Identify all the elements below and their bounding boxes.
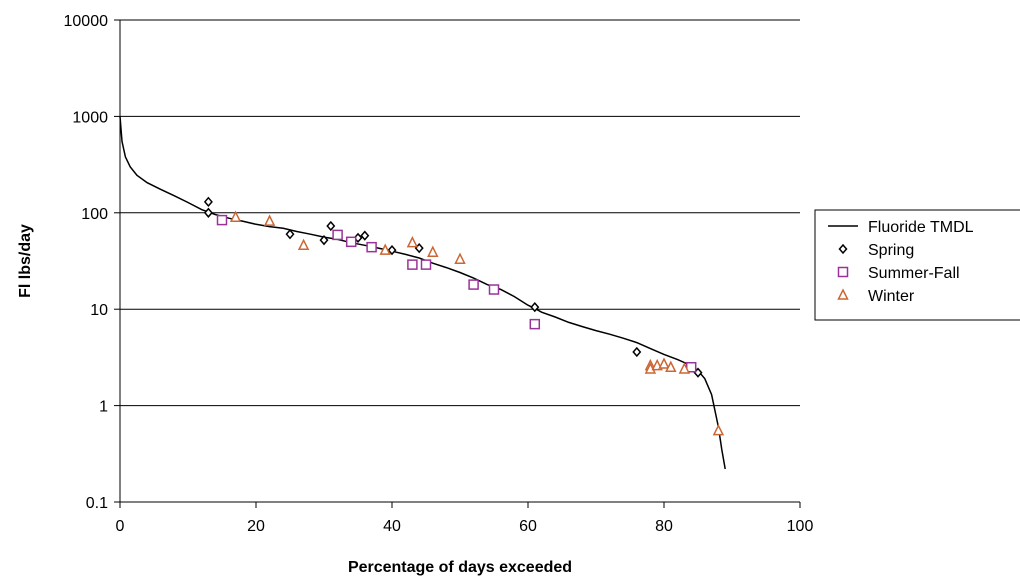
winter-point — [658, 357, 670, 369]
legend-item: Spring — [838, 242, 914, 259]
legend-label: Fluoride TMDL — [868, 219, 974, 236]
winter-point — [297, 238, 310, 251]
legend-swatch-triangle — [837, 288, 849, 300]
y-axis-title: Fl lbs/day — [17, 224, 34, 298]
x-tick-label: 40 — [383, 518, 401, 535]
winter-point — [454, 252, 466, 264]
summer-fall-point — [345, 236, 357, 248]
x-tick-label: 80 — [655, 518, 673, 535]
y-tick-label: 10 — [90, 302, 108, 319]
winter-point — [712, 423, 725, 436]
spring-point — [360, 230, 370, 241]
summer-fall-point — [529, 318, 541, 330]
legend: Fluoride TMDL Spring Summer-Fall Winter — [814, 209, 1020, 321]
summer-fall-point — [407, 259, 418, 270]
legend-item: Summer-Fall — [837, 265, 960, 282]
fluoride-tmdl-line — [119, 116, 726, 470]
y-tick-label: 10000 — [64, 13, 109, 30]
legend-label: Spring — [868, 242, 914, 259]
summer-fall-point — [488, 284, 500, 295]
spring-point — [203, 196, 213, 207]
summer-fall-point — [420, 259, 432, 270]
x-axis-title: Percentage of days exceeded — [348, 559, 572, 576]
x-tick-label: 100 — [787, 518, 814, 535]
spring-point — [530, 302, 540, 313]
spring-point — [387, 244, 397, 256]
y-tick-label: 0.1 — [86, 495, 108, 512]
gridlines — [120, 19, 800, 407]
spring-point — [203, 207, 213, 218]
x-tick-label: 0 — [116, 518, 125, 535]
legend-box — [814, 209, 1020, 321]
summer-fall-point — [216, 214, 228, 226]
y-tick-label: 1000 — [72, 109, 108, 126]
spring-point — [632, 346, 642, 358]
winter-point — [229, 210, 242, 222]
ticks: 0.1 1 10 100 1000 10000 0 20 40 60 80 100 — [64, 13, 814, 535]
series-layer — [119, 116, 726, 470]
legend-label: Summer-Fall — [868, 265, 960, 282]
spring-point — [319, 235, 329, 246]
winter-point — [379, 243, 391, 255]
winter-point — [427, 245, 439, 257]
legend-item: Winter — [837, 288, 915, 305]
spring-point — [285, 229, 295, 240]
winter-point — [665, 360, 677, 372]
summer-fall-point — [468, 279, 479, 290]
spring-point — [326, 220, 336, 232]
legend-swatch-square — [837, 266, 849, 278]
legend-item: Fluoride TMDL — [828, 219, 974, 236]
x-tick-label: 60 — [519, 518, 537, 535]
legend-label: Winter — [868, 288, 915, 305]
winter-point — [406, 235, 419, 248]
legend-swatch-diamond — [838, 243, 848, 255]
summer-fall-point — [332, 229, 343, 241]
y-tick-label: 1 — [99, 399, 108, 416]
x-tick-label: 20 — [247, 518, 265, 535]
winter-point — [263, 214, 276, 226]
axes — [119, 20, 800, 503]
y-tick-label: 100 — [81, 206, 108, 223]
summer-fall-point — [366, 241, 377, 253]
winter-point — [678, 362, 691, 374]
